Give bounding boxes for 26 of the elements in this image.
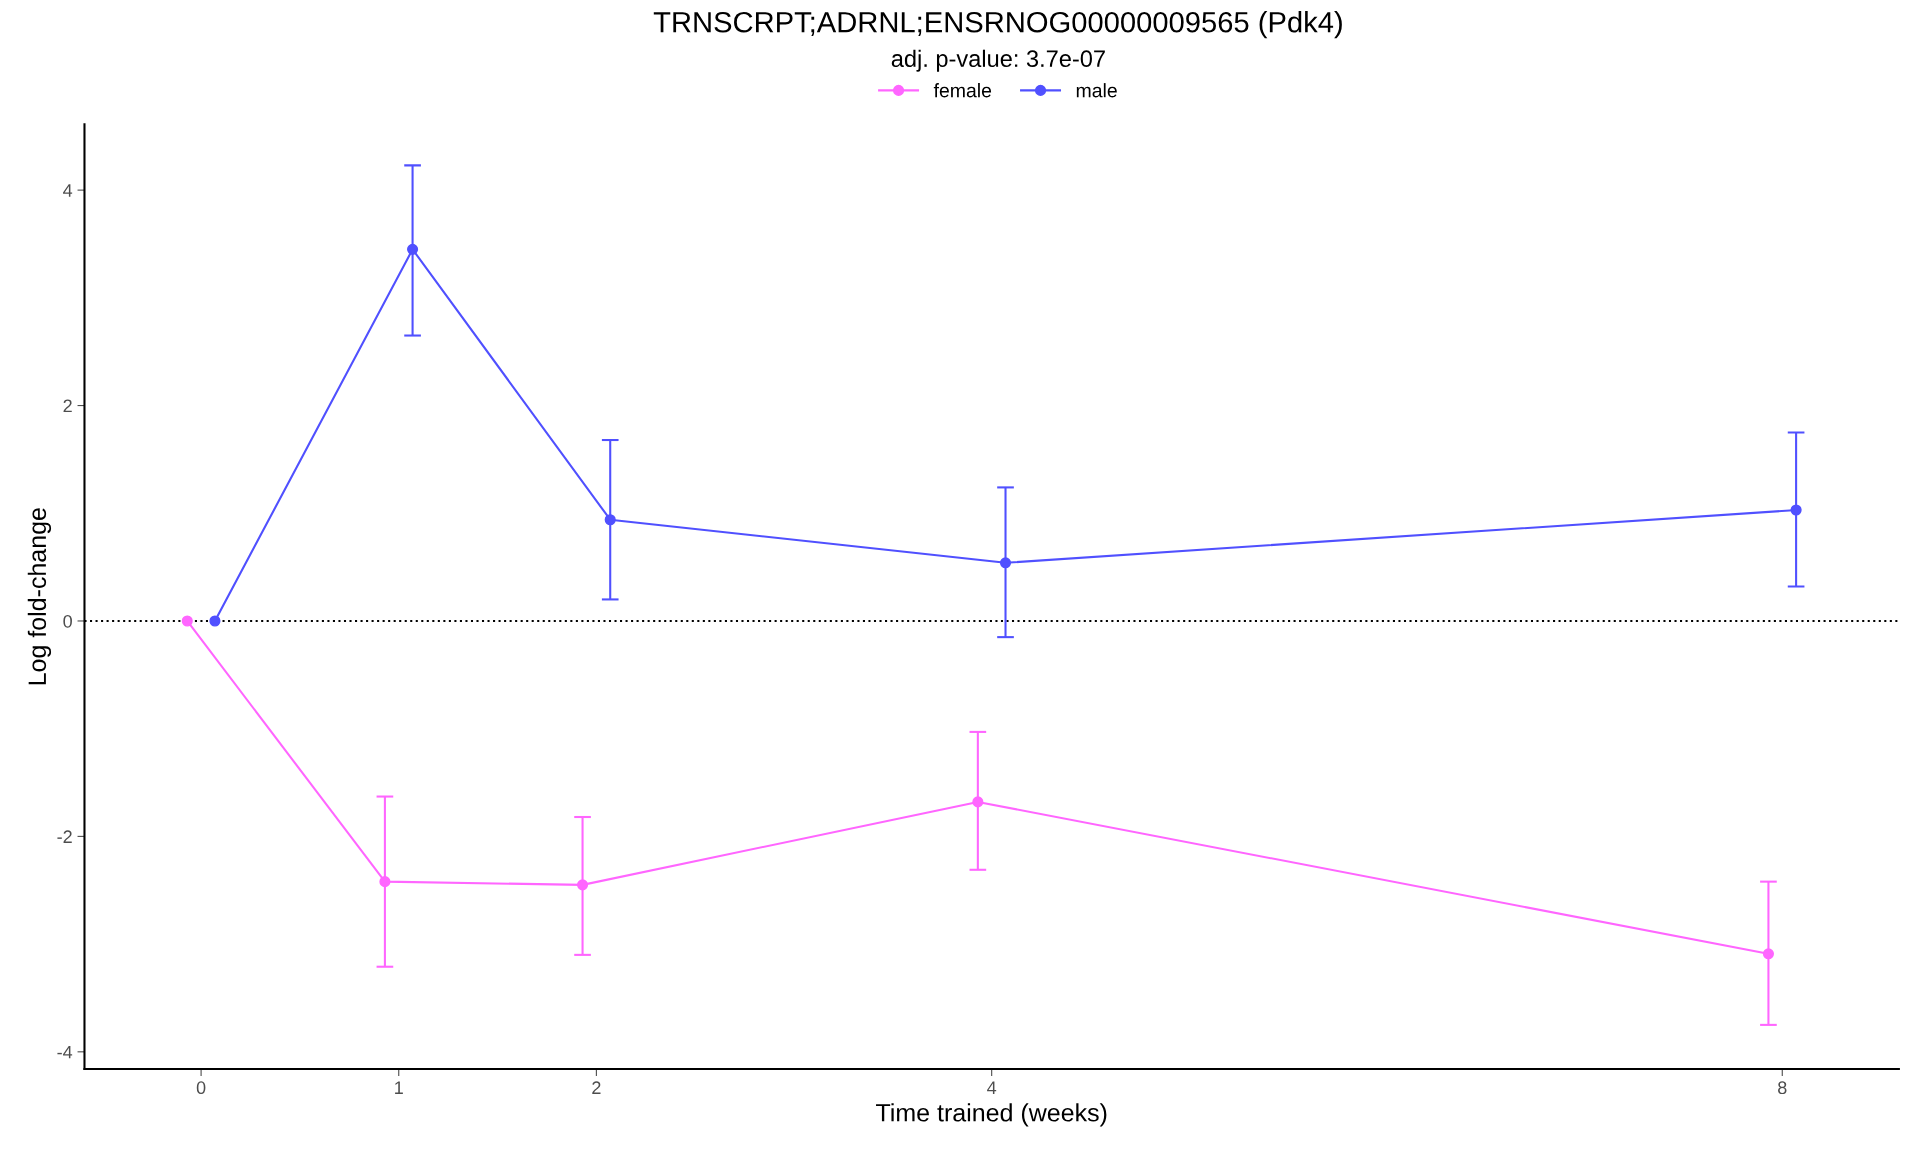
y-tick-label: 2	[63, 399, 72, 413]
y-tick-label: -2	[57, 830, 72, 843]
chart-subtitle: adj. p-value: 3.7e-07	[891, 49, 1105, 72]
chart-title: TRNSCRPT;ADRNL;ENSRNOG00000009565 (Pdk4)	[653, 11, 1342, 39]
point	[999, 557, 1012, 569]
legend-label: male	[1076, 83, 1117, 98]
x-tick-label: 0	[196, 1081, 206, 1095]
x-tick-label: 8	[1778, 1081, 1787, 1095]
point	[972, 796, 984, 808]
point	[576, 879, 589, 891]
point	[209, 615, 221, 627]
y-tick-label: 0	[63, 614, 72, 628]
point	[407, 243, 419, 255]
point	[604, 514, 616, 526]
x-axis-title: Time trained (weeks)	[876, 1103, 1107, 1127]
y-tick-label: 4	[63, 184, 73, 197]
point	[1790, 504, 1802, 516]
point	[379, 876, 391, 888]
point	[181, 615, 193, 627]
y-axis-title: Log fold-change	[27, 508, 52, 685]
x-tick-label: 1	[395, 1081, 403, 1094]
point	[1762, 948, 1774, 960]
legend-label: female	[933, 83, 992, 98]
x-tick-label: 2	[592, 1081, 601, 1094]
x-tick-label: 4	[987, 1081, 997, 1094]
y-tick-label: -4	[57, 1045, 73, 1059]
